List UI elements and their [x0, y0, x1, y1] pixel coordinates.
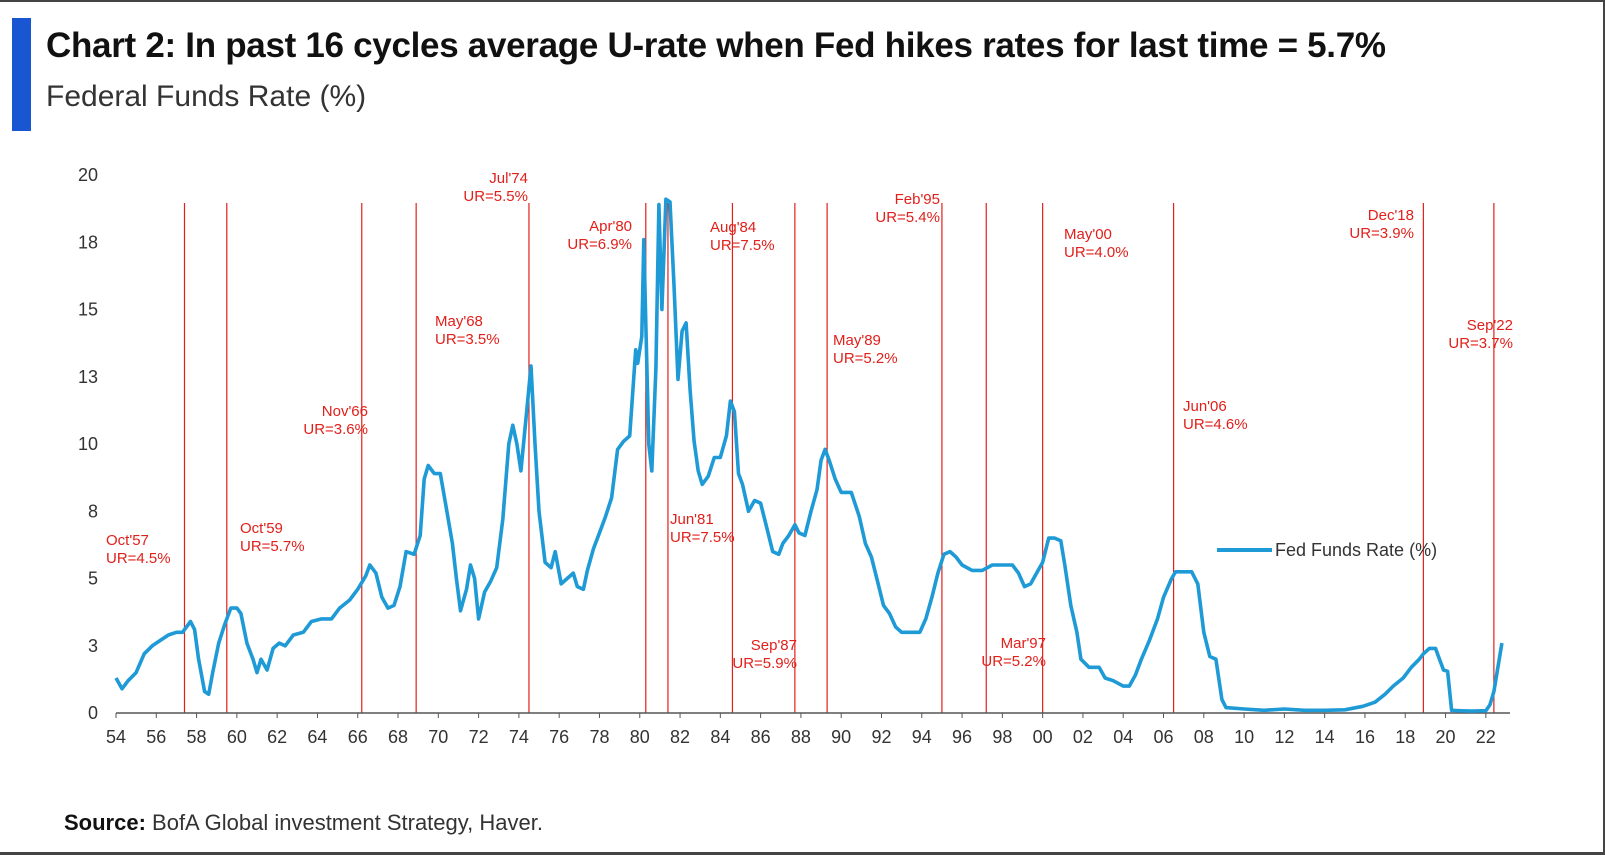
- x-tick-label: 88: [791, 727, 811, 747]
- x-tick-label: 86: [751, 727, 771, 747]
- x-tick-label: 78: [589, 727, 609, 747]
- frame-bottom-border: [0, 852, 1605, 855]
- x-tick-label: 14: [1315, 727, 1335, 747]
- y-tick-label: 8: [88, 501, 98, 521]
- x-tick-label: 76: [549, 727, 569, 747]
- legend: Fed Funds Rate (%): [1217, 540, 1437, 560]
- x-tick-label: 64: [307, 727, 327, 747]
- x-tick-label: 80: [630, 727, 650, 747]
- y-tick-label: 18: [78, 232, 98, 252]
- cycle-annotation-ur: UR=5.2%: [833, 350, 898, 367]
- cycle-annotation-ur: UR=7.5%: [670, 529, 735, 546]
- cycle-annotation-date: Nov'66: [322, 403, 368, 420]
- x-tick-label: 02: [1073, 727, 1093, 747]
- x-tick-label: 70: [428, 727, 448, 747]
- x-tick-label: 82: [670, 727, 690, 747]
- y-tick-label: 5: [88, 569, 98, 589]
- x-tick-label: 54: [106, 727, 126, 747]
- y-tick-label: 13: [78, 367, 98, 387]
- x-tick-label: 96: [952, 727, 972, 747]
- legend-label: Fed Funds Rate (%): [1275, 540, 1437, 560]
- accent-bar: [12, 18, 31, 131]
- cycle-annotation-date: May'89: [833, 332, 881, 349]
- cycle-annotation-ur: UR=3.5%: [435, 331, 500, 348]
- cycle-annotation-ur: UR=3.9%: [1349, 225, 1414, 242]
- cycle-annotation-date: Sep'87: [751, 637, 797, 654]
- x-tick-label: 20: [1436, 727, 1456, 747]
- x-tick-label: 18: [1395, 727, 1415, 747]
- x-tick-label: 60: [227, 727, 247, 747]
- cycle-annotation-date: Mar'97: [1001, 635, 1046, 652]
- cycle-annotation-date: Apr'80: [589, 218, 632, 235]
- cycle-annotation-ur: UR=4.5%: [106, 550, 171, 567]
- x-tick-label: 10: [1234, 727, 1254, 747]
- x-tick-label: 06: [1153, 727, 1173, 747]
- x-tick-label: 90: [831, 727, 851, 747]
- cycle-annotation-date: Dec'18: [1368, 207, 1414, 224]
- series-layer: [114, 197, 1504, 713]
- cycle-annotation-ur: UR=6.9%: [567, 236, 632, 253]
- cycle-annotation-ur: UR=3.7%: [1448, 335, 1513, 352]
- cycle-annotation-ur: UR=5.2%: [981, 653, 1046, 670]
- source-note: Source: BofA Global investment Strategy,…: [64, 810, 543, 836]
- cycle-annotation-ur: UR=5.5%: [463, 188, 528, 205]
- x-tick-label: 22: [1476, 727, 1496, 747]
- cycle-annotation-date: Sep'22: [1467, 317, 1513, 334]
- cycle-annotation-date: Oct'59: [240, 520, 283, 537]
- x-tick-label: 16: [1355, 727, 1375, 747]
- x-tick-label: 12: [1274, 727, 1294, 747]
- y-tick-label: 15: [78, 300, 98, 320]
- cycle-annotation-date: May'00: [1064, 226, 1112, 243]
- x-tick-label: 00: [1033, 727, 1053, 747]
- x-tick-label: 56: [146, 727, 166, 747]
- frame-right-border: [1603, 0, 1605, 855]
- cycle-lines-layer: [183, 203, 1495, 713]
- x-tick-label: 74: [509, 727, 529, 747]
- cycle-annotation-date: Jul'74: [489, 170, 528, 187]
- x-tick-label: 84: [710, 727, 730, 747]
- source-text: BofA Global investment Strategy, Haver.: [145, 810, 543, 835]
- x-tick-label: 58: [187, 727, 207, 747]
- x-tick-label: 98: [992, 727, 1012, 747]
- x-tick-label: 62: [267, 727, 287, 747]
- x-tick-label: 66: [348, 727, 368, 747]
- cycle-annotation-ur: UR=3.6%: [303, 421, 368, 438]
- x-tick-label: 04: [1113, 727, 1133, 747]
- cycle-annotation-ur: UR=5.4%: [875, 209, 940, 226]
- y-tick-label: 10: [78, 434, 98, 454]
- x-tick-label: 72: [469, 727, 489, 747]
- cycle-annotation-ur: UR=5.9%: [732, 655, 797, 672]
- x-tick-label: 68: [388, 727, 408, 747]
- cycle-annotation-date: May'68: [435, 313, 483, 330]
- x-tick-label: 08: [1194, 727, 1214, 747]
- chart-title: Chart 2: In past 16 cycles average U-rat…: [46, 26, 1386, 65]
- cycle-annotation-ur: UR=4.0%: [1064, 244, 1129, 261]
- cycle-annotation-date: Oct'57: [106, 532, 149, 549]
- series-line-fed-funds-rate: [114, 197, 1504, 713]
- cycle-annotation-ur: UR=7.5%: [710, 237, 775, 254]
- x-tick-label: 94: [912, 727, 932, 747]
- source-label: Source:: [64, 810, 146, 835]
- y-tick-label: 20: [78, 165, 98, 185]
- cycle-annotation-date: Feb'95: [895, 191, 940, 208]
- x-tick-label: 92: [871, 727, 891, 747]
- cycle-annotation-date: Jun'81: [670, 511, 714, 528]
- y-tick-label: 0: [88, 703, 98, 723]
- chart-subtitle: Federal Funds Rate (%): [46, 80, 367, 113]
- frame-top-border: [0, 0, 1605, 2]
- y-tick-label: 3: [88, 636, 98, 656]
- cycle-annotation-ur: UR=5.7%: [240, 538, 305, 555]
- cycle-annotation-date: Aug'84: [710, 219, 756, 236]
- cycle-annotation-date: Jun'06: [1183, 398, 1227, 415]
- cycle-annotation-ur: UR=4.6%: [1183, 416, 1248, 433]
